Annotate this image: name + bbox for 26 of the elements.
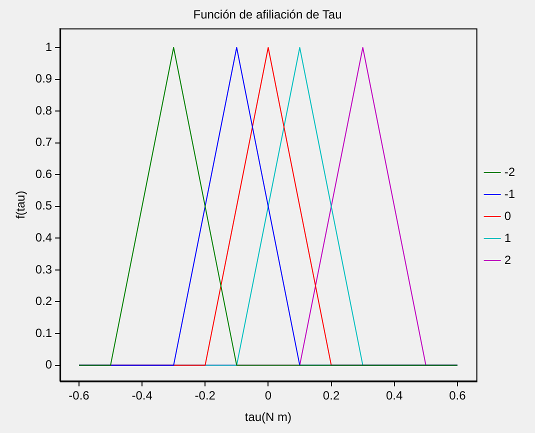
legend-label: -1 bbox=[504, 186, 516, 201]
x-axis-title: tau(N m) bbox=[244, 410, 292, 424]
y-tick-label: 1 bbox=[45, 40, 52, 54]
legend-label: 2 bbox=[504, 252, 512, 267]
y-tick-label: 0.7 bbox=[35, 135, 52, 150]
legend-label: -2 bbox=[504, 164, 516, 179]
y-tick-label: 0.2 bbox=[35, 294, 52, 308]
chart-title: Función de afiliación de Tau bbox=[193, 8, 342, 22]
x-tick-label: 0.2 bbox=[322, 388, 340, 403]
legend-label: 1 bbox=[504, 230, 512, 245]
x-tick-label: 0 bbox=[264, 388, 272, 403]
y-axis-title: f(tau) bbox=[14, 190, 28, 219]
y-tick-label: 0.5 bbox=[35, 198, 52, 213]
y-tick-label: 0.8 bbox=[35, 103, 52, 118]
legend-label: 0 bbox=[504, 208, 512, 223]
y-tick-label: 0.9 bbox=[35, 72, 52, 86]
y-tick-label: 0.1 bbox=[35, 326, 52, 340]
y-tick-label: 0.4 bbox=[35, 230, 52, 244]
y-tick-label: 0 bbox=[45, 358, 52, 372]
y-tick-label: 0.3 bbox=[35, 262, 52, 276]
x-tick-label: 0.4 bbox=[386, 388, 404, 403]
y-tick-label: 0.6 bbox=[35, 166, 52, 181]
x-tick-label: -0.2 bbox=[194, 388, 216, 403]
x-tick-label: 0.6 bbox=[449, 388, 466, 403]
x-tick-label: -0.6 bbox=[68, 388, 90, 403]
x-tick-label: -0.4 bbox=[132, 388, 153, 403]
